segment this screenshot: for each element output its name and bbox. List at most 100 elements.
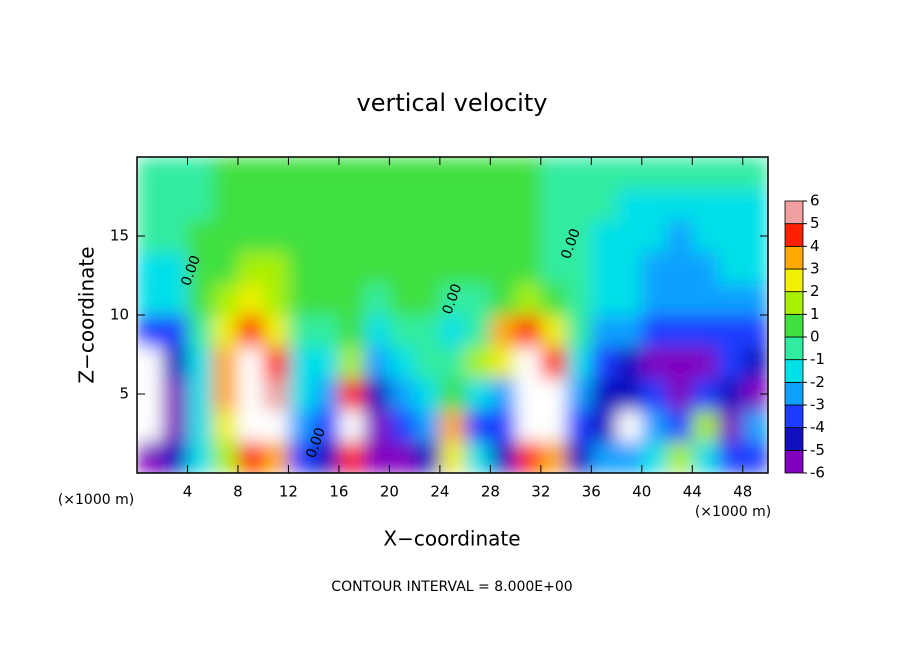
cell bbox=[137, 441, 163, 473]
colorbar-swatch bbox=[784, 381, 804, 406]
cell bbox=[364, 188, 390, 221]
cell bbox=[338, 409, 365, 442]
cell bbox=[212, 378, 239, 411]
cell bbox=[414, 157, 441, 190]
cell bbox=[540, 315, 567, 348]
colorbar-tick-label: 3 bbox=[810, 260, 820, 278]
cell bbox=[515, 251, 542, 284]
x-tick-label: 48 bbox=[733, 483, 752, 501]
cell bbox=[540, 188, 567, 221]
cell bbox=[212, 157, 239, 190]
cell bbox=[566, 409, 592, 442]
footer: CONTOUR INTERVAL = 8.000E+00 bbox=[331, 579, 572, 595]
cell bbox=[515, 346, 542, 379]
cell bbox=[237, 157, 264, 190]
cell bbox=[162, 251, 188, 284]
cell bbox=[389, 283, 416, 316]
cell bbox=[490, 441, 517, 473]
cell bbox=[742, 441, 768, 473]
cell bbox=[212, 346, 239, 379]
cell bbox=[717, 157, 744, 190]
cell bbox=[439, 315, 466, 348]
cell bbox=[591, 188, 618, 221]
cell bbox=[641, 441, 668, 473]
cell bbox=[616, 157, 643, 190]
cell bbox=[338, 346, 365, 379]
cell bbox=[288, 346, 315, 379]
x-unit: (×1000 m) bbox=[695, 504, 771, 520]
cell bbox=[439, 378, 466, 411]
field-cells bbox=[137, 157, 768, 473]
x-unit: (×1000 m) bbox=[58, 492, 134, 508]
cell bbox=[288, 409, 315, 442]
cell bbox=[414, 346, 441, 379]
cell bbox=[540, 346, 567, 379]
cell bbox=[288, 157, 315, 190]
x-tick-label: 32 bbox=[531, 483, 550, 501]
cell bbox=[717, 409, 744, 442]
cell bbox=[591, 409, 618, 442]
cell bbox=[667, 220, 693, 253]
cell bbox=[540, 251, 567, 284]
cell bbox=[263, 283, 289, 316]
cell bbox=[717, 220, 744, 253]
cell bbox=[465, 409, 491, 442]
cell bbox=[389, 188, 416, 221]
x-tick-label: 16 bbox=[329, 483, 348, 501]
cell bbox=[237, 409, 264, 442]
cell bbox=[338, 157, 365, 190]
colorbar-tick-label: -2 bbox=[810, 373, 825, 391]
colorbar-tick-label: 6 bbox=[810, 192, 820, 210]
field bbox=[137, 157, 768, 473]
cell bbox=[237, 346, 264, 379]
cell bbox=[717, 346, 744, 379]
cell bbox=[515, 220, 542, 253]
cell bbox=[641, 409, 668, 442]
cell bbox=[465, 157, 491, 190]
cell bbox=[414, 378, 441, 411]
cell bbox=[717, 315, 744, 348]
cell bbox=[641, 378, 668, 411]
cell bbox=[364, 157, 390, 190]
cell bbox=[591, 251, 618, 284]
cell bbox=[187, 315, 214, 348]
cell bbox=[692, 157, 719, 190]
cell bbox=[465, 346, 491, 379]
cell bbox=[187, 220, 214, 253]
cell bbox=[162, 220, 188, 253]
cell bbox=[389, 157, 416, 190]
cell bbox=[364, 409, 390, 442]
cell bbox=[263, 157, 289, 190]
colorbar-swatch bbox=[784, 245, 804, 270]
cell bbox=[465, 378, 491, 411]
cell bbox=[692, 409, 719, 442]
cell bbox=[389, 441, 416, 473]
cell bbox=[389, 409, 416, 442]
cell bbox=[591, 378, 618, 411]
cell bbox=[288, 251, 315, 284]
y-tick-label: 15 bbox=[110, 227, 129, 245]
cell bbox=[313, 157, 340, 190]
cell bbox=[439, 409, 466, 442]
cell bbox=[187, 378, 214, 411]
cell bbox=[389, 220, 416, 253]
x-tick-label: 12 bbox=[279, 483, 298, 501]
cell bbox=[187, 346, 214, 379]
cell bbox=[641, 346, 668, 379]
cell bbox=[490, 378, 517, 411]
cell bbox=[162, 188, 188, 221]
cell bbox=[439, 251, 466, 284]
cell bbox=[212, 441, 239, 473]
cell bbox=[187, 283, 214, 316]
cell bbox=[616, 409, 643, 442]
cell bbox=[667, 346, 693, 379]
cell bbox=[288, 188, 315, 221]
cell bbox=[641, 315, 668, 348]
cell bbox=[742, 157, 768, 190]
cell bbox=[364, 220, 390, 253]
cell bbox=[263, 409, 289, 442]
cell bbox=[439, 220, 466, 253]
cell bbox=[187, 409, 214, 442]
cell bbox=[439, 188, 466, 221]
cell bbox=[540, 220, 567, 253]
